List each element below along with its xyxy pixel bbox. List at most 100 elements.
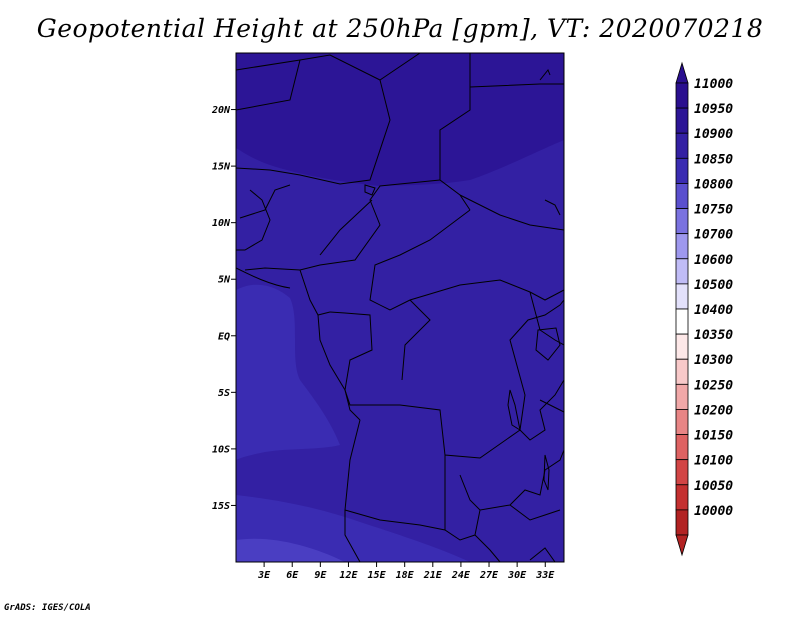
lake-victoria — [535, 327, 561, 361]
border-line — [539, 399, 564, 413]
border-line — [529, 547, 556, 562]
border-line — [509, 504, 561, 521]
border-line — [236, 189, 271, 251]
band-10800 — [236, 538, 345, 562]
border-line — [244, 179, 441, 271]
colorbar-swatch — [675, 157, 689, 184]
border-line — [529, 289, 564, 301]
border-line — [509, 299, 564, 431]
lon-tick-label: 21E — [423, 570, 443, 581]
border-line — [236, 267, 291, 289]
border-line — [236, 59, 301, 111]
colorbar-label: 10050 — [694, 479, 733, 494]
colorbar-label: 10250 — [694, 378, 733, 393]
border-line — [519, 379, 564, 441]
border-line — [344, 509, 476, 541]
border-line — [474, 449, 564, 536]
colorbar-swatch — [675, 82, 689, 109]
lat-tick-label: 5S — [218, 388, 230, 399]
border-line — [239, 184, 291, 219]
map-frame — [235, 52, 565, 563]
colorbar-swatch — [675, 107, 689, 134]
border-line — [317, 314, 361, 421]
lat-tick-label: 10N — [212, 218, 231, 229]
latitude-axis: 20N 15N 10N 5N EQ 5S 10S 15S — [211, 105, 236, 512]
colorbar-label: 10400 — [694, 303, 733, 318]
colorbar-label: 10950 — [694, 102, 733, 117]
colorbar-swatch — [675, 459, 689, 486]
colorbar-swatch — [675, 233, 689, 260]
colorbar-swatch — [675, 409, 689, 435]
lat-tick-label: 20N — [211, 105, 231, 116]
lake-malawi — [543, 454, 550, 491]
colorbar-label: 10600 — [694, 253, 733, 268]
colorbar-top-arrow — [675, 61, 689, 84]
colorbar-label: 10200 — [694, 403, 733, 418]
colorbar-label: 10500 — [694, 278, 733, 293]
lakes — [364, 184, 561, 491]
colorbar-swatch — [675, 509, 689, 536]
lat-tick-label: 15N — [212, 162, 231, 173]
border-line — [469, 83, 564, 88]
country-borders — [236, 53, 564, 562]
colorbar-swatch — [675, 358, 689, 385]
border-line — [459, 474, 481, 511]
colorbar-swatch — [675, 484, 689, 511]
band-10900-coastal — [236, 284, 340, 460]
border-line — [319, 199, 373, 256]
lon-tick-label: 3E — [257, 570, 271, 581]
lon-tick-label: 18E — [396, 570, 415, 581]
colorbar-bottom-arrow — [675, 534, 689, 557]
colorbar-swatch — [675, 258, 689, 285]
colorbar-swatch — [675, 333, 689, 360]
lon-tick-label: 33E — [535, 570, 555, 581]
colorbar-swatch — [675, 283, 689, 310]
colorbar-label: 11000 — [694, 77, 733, 92]
colorbar-label: 10300 — [694, 353, 733, 368]
border-line — [439, 53, 471, 211]
lon-tick-label: 9E — [314, 570, 327, 581]
border-line — [474, 534, 501, 562]
colorbar: 11000 10950 10900 10850 10800 10750 10700 10600… — [675, 61, 733, 557]
colorbar-swatch — [675, 183, 689, 209]
border-line — [329, 311, 373, 391]
lon-tick-label: 30E — [507, 570, 527, 581]
lat-tick-label: 5N — [218, 275, 231, 286]
lon-tick-label: 24E — [451, 570, 471, 581]
grads-credit: GrADS: IGES/COLA — [4, 603, 91, 613]
contour-fill — [236, 53, 564, 562]
lat-tick-label: EQ — [218, 331, 230, 342]
lat-tick-label: 15S — [212, 501, 230, 512]
colorbar-label: 10150 — [694, 429, 733, 444]
colorbar-label: 10350 — [694, 328, 733, 343]
border-line — [539, 69, 551, 81]
colorbar-label: 10750 — [694, 203, 733, 218]
colorbar-label: 10850 — [694, 152, 733, 167]
lake-tanganyika — [507, 389, 521, 432]
lat-tick-label: 10S — [212, 444, 230, 455]
colorbar-label: 10800 — [694, 177, 733, 192]
border-line — [344, 389, 521, 459]
longitude-axis: 3E 6E 9E 12E 15E 18E 21E 24E 27E 30E 33E — [257, 562, 555, 581]
colorbar-label: 10100 — [694, 454, 733, 469]
colorbar-label: 10000 — [694, 504, 733, 519]
border-line — [369, 209, 531, 311]
lon-tick-label: 15E — [368, 570, 387, 581]
border-line — [544, 199, 561, 216]
colorbar-label: 10700 — [694, 228, 733, 243]
map-title: Geopotential Height at 250hPa [gpm], VT:… — [36, 14, 764, 43]
border-line — [299, 269, 331, 316]
colorbar-label: 10900 — [694, 127, 733, 142]
colorbar-swatch — [675, 208, 689, 235]
lake-chad — [364, 184, 376, 196]
border-line — [459, 194, 564, 231]
border-line — [401, 299, 431, 381]
colorbar-swatch — [675, 383, 689, 410]
colorbar-swatch — [675, 132, 689, 159]
lon-tick-label: 6E — [286, 570, 299, 581]
lon-tick-label: 12E — [339, 570, 358, 581]
lon-tick-label: 27E — [479, 570, 499, 581]
colorbar-swatch — [675, 434, 689, 461]
border-line — [236, 53, 421, 81]
